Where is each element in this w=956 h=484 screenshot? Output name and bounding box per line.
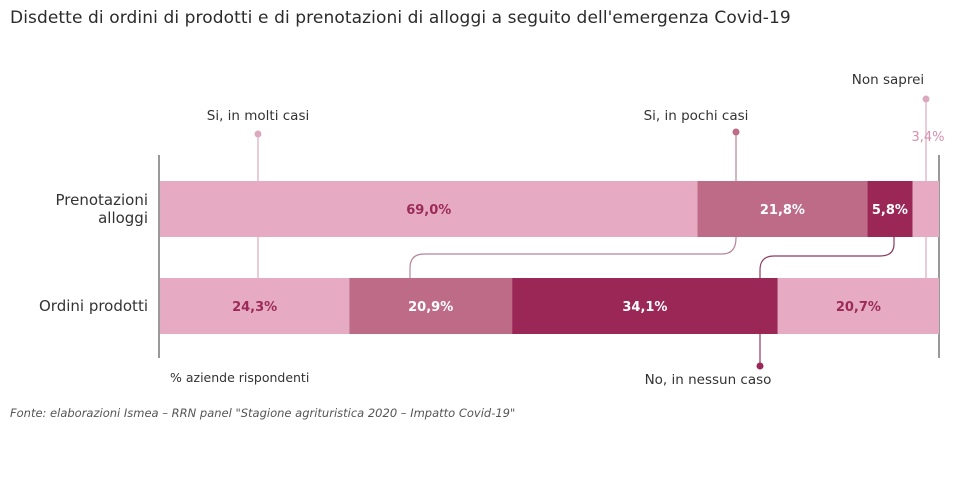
bar-segment-1-0 [160,278,350,334]
callout-label-0: Si, in molti casi [207,108,309,124]
callout-label-3: No, in nessun caso [645,372,772,388]
callout-line-series-2 [759,237,895,366]
callout-dot-2 [922,95,930,103]
bar-segment-1-2 [512,278,778,334]
bar-segment-0-2 [867,181,913,237]
callout-label-2: Non saprei [852,72,924,88]
bar-label-1-2: 34,1% [622,300,667,315]
outside-value-label: 3,4% [911,130,944,145]
bar-segment-0-0 [160,181,698,237]
bar-label-1-3: 20,7% [836,300,881,315]
bar-label-1-1: 20,9% [408,300,453,315]
chart-title: Disdette di ordini di prodotti e di pren… [10,8,791,28]
source-note: Fonte: elaborazioni Ismea – RRN panel "S… [10,406,516,420]
bar-segment-0-1 [697,181,868,237]
bar-label-0-1: 21,8% [760,203,805,218]
x-axis-label: % aziende rispondenti [170,370,309,385]
callout-dot-1 [732,128,740,136]
bar-segment-1-3 [777,278,939,334]
bar-segment-0-3 [912,181,939,237]
callout-line-series-1 [409,132,737,278]
category-label-1-0: Ordini prodotti [39,297,148,315]
bar-segment-1-1 [349,278,513,334]
bar-label-0-2: 5,8% [872,203,908,218]
category-label-0-0: Prenotazioni [56,191,149,209]
bar-label-0-0: 69,0% [406,203,451,218]
callout-dot-0 [254,130,262,138]
callout-label-1: Si, in pochi casi [644,108,749,124]
callout-dot-3 [756,362,764,370]
category-label-0-1: alloggi [98,209,148,227]
bar-label-1-0: 24,3% [232,300,277,315]
